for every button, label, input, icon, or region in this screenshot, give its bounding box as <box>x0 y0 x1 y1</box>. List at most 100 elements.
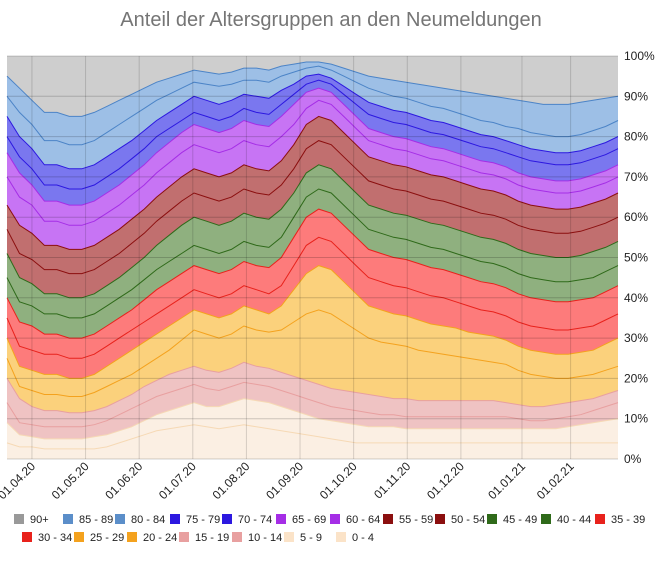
legend-swatch <box>330 514 340 524</box>
legend-label: 50 - 54 <box>451 514 485 526</box>
line-60-64 <box>6 99 619 226</box>
line-25-29 <box>6 265 619 379</box>
x-tick-label: 01.06.20 <box>102 459 145 502</box>
x-tick-label: 01.09.20 <box>263 459 306 502</box>
area-35-39 <box>7 209 618 359</box>
line-65-69 <box>6 87 619 206</box>
legend-swatch <box>14 514 24 524</box>
area-30-34 <box>7 237 618 379</box>
area-40-44 <box>7 189 618 339</box>
legend-swatch <box>232 532 242 542</box>
legend-swatch <box>284 532 294 542</box>
legend-label: 70 - 74 <box>238 514 272 526</box>
gridlines-group <box>7 55 618 460</box>
area-65-69 <box>7 88 618 226</box>
x-tick-label: 01.11.20 <box>371 459 414 502</box>
legend-label: 20 - 24 <box>143 532 177 544</box>
legend-swatch <box>383 514 393 524</box>
legend-swatch <box>541 514 551 524</box>
y-tick-label: 40% <box>624 291 648 305</box>
area-55-59 <box>7 116 618 274</box>
legend-label: 55 - 59 <box>399 514 433 526</box>
legend-label: 45 - 49 <box>503 514 537 526</box>
area-15-19 <box>7 362 618 427</box>
x-tick-label: 01.10.20 <box>317 459 360 502</box>
legend: 90+ 85 - 89 80 - 84 75 - 79 70 - 74 65 - 69 60… <box>14 514 645 544</box>
x-tick-label: 01.12.20 <box>424 459 467 502</box>
x-axis-tick-labels: 01.04.20 01.05.20 01.06.20 01.07.20 01.08.20… <box>0 459 577 502</box>
legend-swatch <box>74 532 84 542</box>
y-tick-label: 0% <box>624 452 642 466</box>
x-tick-label: 01.02.21 <box>534 459 577 502</box>
area-60-64 <box>7 100 618 250</box>
legend-label: 75 - 79 <box>186 514 220 526</box>
y-tick-label: 70% <box>624 170 648 184</box>
line-35-39 <box>6 208 619 339</box>
legend-swatch <box>222 514 232 524</box>
line-80-84 <box>6 65 619 146</box>
legend-label: 80 - 84 <box>131 514 165 526</box>
line-30-34 <box>6 236 619 359</box>
y-tick-label: 20% <box>624 371 648 385</box>
legend-swatch <box>170 514 180 524</box>
area-80-84 <box>7 66 618 169</box>
legend-swatch <box>435 514 445 524</box>
line-55-59 <box>6 115 619 250</box>
line-20-24 <box>6 309 619 397</box>
legend-label: 60 - 64 <box>346 514 380 526</box>
legend-label: 25 - 29 <box>90 532 124 544</box>
legend-label: 85 - 89 <box>79 514 113 526</box>
line-5-9 <box>6 398 619 440</box>
y-tick-label: 80% <box>624 130 648 144</box>
area-50-54 <box>7 140 618 298</box>
legend-swatch <box>63 514 73 524</box>
area-85-89 <box>7 62 618 145</box>
y-axis-tick-labels: 0% 10% 20% 30% 40% 50% 60% 70% 80% 90% 100% <box>624 49 655 466</box>
legend-swatch <box>276 514 286 524</box>
area-75-79 <box>7 74 618 189</box>
area-series-group <box>7 56 618 459</box>
y-tick-label: 30% <box>624 331 648 345</box>
legend-label: 10 - 14 <box>248 532 282 544</box>
line-45-49 <box>6 164 619 299</box>
y-tick-label: 60% <box>624 210 648 224</box>
area-20-24 <box>7 309 618 413</box>
legend-label: 65 - 69 <box>292 514 326 526</box>
legend-label: 30 - 34 <box>38 532 72 544</box>
area-10-14 <box>7 382 618 439</box>
y-tick-label: 10% <box>624 412 648 426</box>
legend-label: 0 - 4 <box>352 532 374 544</box>
area-70-74 <box>7 80 618 206</box>
area-45-49 <box>7 164 618 318</box>
y-tick-label: 50% <box>624 251 648 265</box>
legend-swatch <box>179 532 189 542</box>
legend-swatch <box>595 514 605 524</box>
x-tick-label: 01.04.20 <box>0 459 38 502</box>
x-tick-label: 01.01.21 <box>485 459 528 502</box>
legend-label: 15 - 19 <box>195 532 229 544</box>
line-0-4 <box>6 424 618 450</box>
legend-swatch <box>22 532 32 542</box>
line-15-19 <box>6 361 619 414</box>
x-tick-label: 01.05.20 <box>49 459 92 502</box>
line-70-74 <box>6 79 619 190</box>
line-50-54 <box>6 140 619 275</box>
boundary-lines-group <box>6 61 619 450</box>
line-10-14 <box>6 381 619 428</box>
legend-label: 35 - 39 <box>611 514 645 526</box>
y-tick-label: 90% <box>624 89 648 103</box>
legend-swatch <box>487 514 497 524</box>
area-25-29 <box>7 265 618 397</box>
legend-swatch <box>127 532 137 542</box>
area-0-4 <box>7 424 618 459</box>
x-tick-label: 01.07.20 <box>156 459 199 502</box>
area-90plus <box>7 56 618 117</box>
y-tick-label: 100% <box>624 49 655 63</box>
legend-swatch <box>115 514 125 524</box>
line-40-44 <box>6 188 619 319</box>
area-5-9 <box>7 398 618 449</box>
legend-label: 40 - 44 <box>557 514 591 526</box>
chart-title: Anteil der Altersgruppen an den Neumeldu… <box>120 9 541 31</box>
x-tick-label: 01.08.20 <box>210 459 253 502</box>
